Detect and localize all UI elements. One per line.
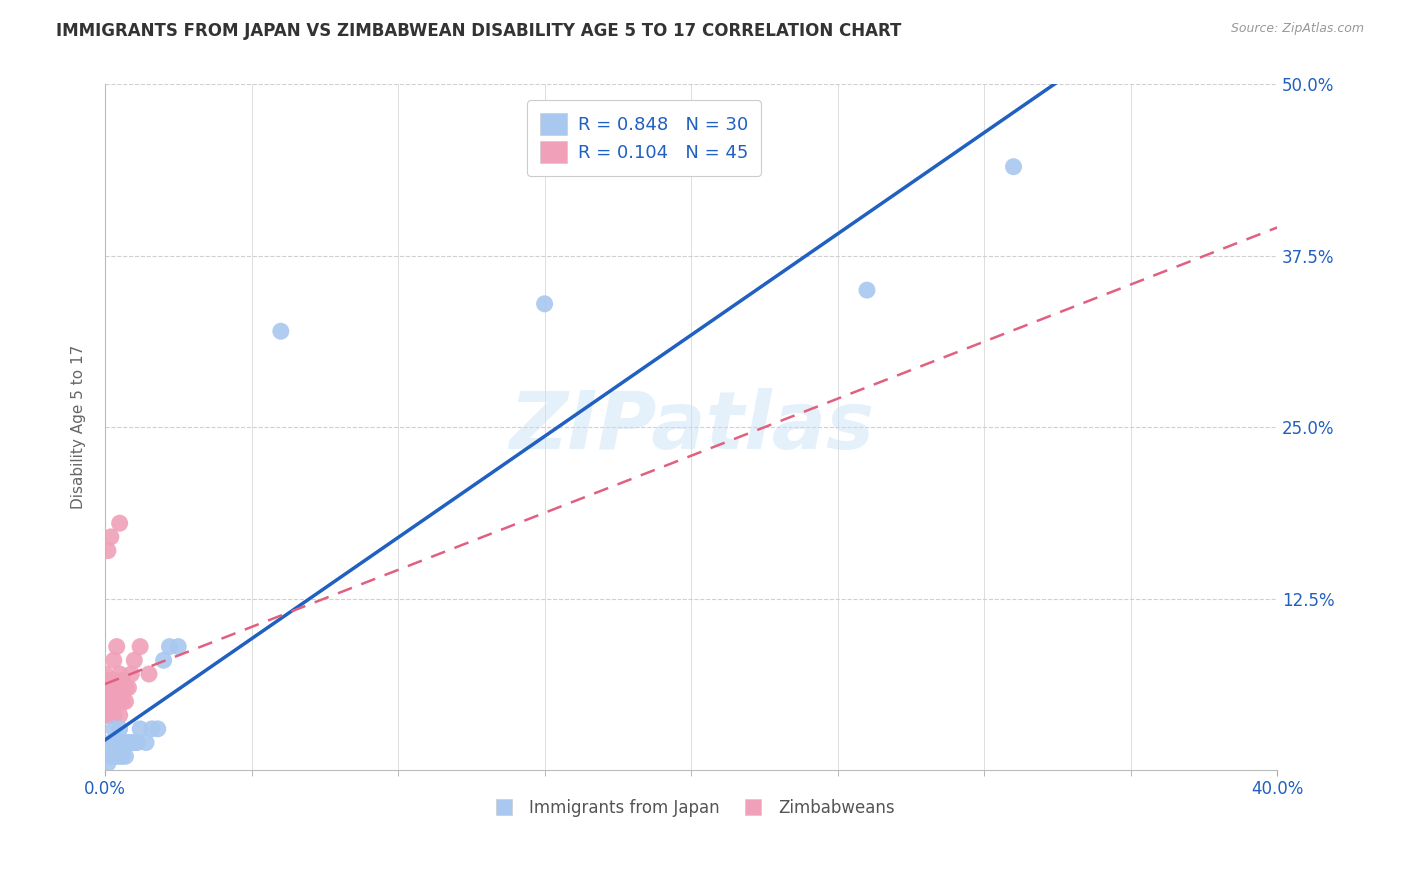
Point xyxy=(103,653,125,667)
Point xyxy=(117,681,139,695)
Point xyxy=(97,543,120,558)
Point xyxy=(97,701,120,715)
Point xyxy=(105,735,128,749)
Point xyxy=(111,694,134,708)
Point xyxy=(135,735,157,749)
Point xyxy=(108,694,131,708)
Point xyxy=(105,673,128,688)
Point xyxy=(152,653,174,667)
Point xyxy=(103,694,125,708)
Point xyxy=(100,735,122,749)
Point xyxy=(103,681,125,695)
Point xyxy=(94,708,117,723)
Point xyxy=(114,694,136,708)
Point xyxy=(108,708,131,723)
Point xyxy=(105,694,128,708)
Point xyxy=(108,681,131,695)
Point xyxy=(94,681,117,695)
Point xyxy=(1002,160,1025,174)
Point xyxy=(105,640,128,654)
Point xyxy=(105,681,128,695)
Point xyxy=(270,324,292,338)
Point xyxy=(141,722,163,736)
Point xyxy=(97,673,120,688)
Point xyxy=(124,735,146,749)
Point xyxy=(97,694,120,708)
Point xyxy=(97,708,120,723)
Point xyxy=(100,530,122,544)
Point xyxy=(108,722,131,736)
Point xyxy=(138,667,160,681)
Point xyxy=(103,673,125,688)
Point xyxy=(114,749,136,764)
Point xyxy=(94,694,117,708)
Point xyxy=(105,688,128,702)
Point xyxy=(129,722,152,736)
Point xyxy=(100,749,122,764)
Point xyxy=(100,688,122,702)
Point xyxy=(117,735,139,749)
Point xyxy=(533,297,555,311)
Point xyxy=(103,708,125,723)
Text: IMMIGRANTS FROM JAPAN VS ZIMBABWEAN DISABILITY AGE 5 TO 17 CORRELATION CHART: IMMIGRANTS FROM JAPAN VS ZIMBABWEAN DISA… xyxy=(56,22,901,40)
Point xyxy=(103,722,125,736)
Point xyxy=(103,749,125,764)
Point xyxy=(108,735,131,749)
Point xyxy=(124,653,146,667)
Point xyxy=(97,681,120,695)
Y-axis label: Disability Age 5 to 17: Disability Age 5 to 17 xyxy=(72,345,86,509)
Point xyxy=(108,667,131,681)
Point xyxy=(120,735,142,749)
Point xyxy=(94,667,117,681)
Point xyxy=(146,722,169,736)
Text: ZIPatlas: ZIPatlas xyxy=(509,388,873,467)
Point xyxy=(114,681,136,695)
Point xyxy=(114,735,136,749)
Point xyxy=(111,735,134,749)
Point xyxy=(111,749,134,764)
Point xyxy=(100,673,122,688)
Point xyxy=(111,673,134,688)
Point xyxy=(127,735,149,749)
Point xyxy=(103,688,125,702)
Point xyxy=(167,640,190,654)
Point xyxy=(120,667,142,681)
Point xyxy=(97,756,120,771)
Point xyxy=(111,688,134,702)
Legend: Immigrants from Japan, Zimbabweans: Immigrants from Japan, Zimbabweans xyxy=(481,792,901,823)
Point xyxy=(100,708,122,723)
Point xyxy=(103,735,125,749)
Point xyxy=(97,688,120,702)
Point xyxy=(100,694,122,708)
Text: Source: ZipAtlas.com: Source: ZipAtlas.com xyxy=(1230,22,1364,36)
Point xyxy=(856,283,879,297)
Point xyxy=(108,688,131,702)
Point xyxy=(100,681,122,695)
Point xyxy=(94,688,117,702)
Point xyxy=(108,516,131,531)
Point xyxy=(105,749,128,764)
Point xyxy=(129,640,152,654)
Point xyxy=(108,749,131,764)
Point xyxy=(159,640,181,654)
